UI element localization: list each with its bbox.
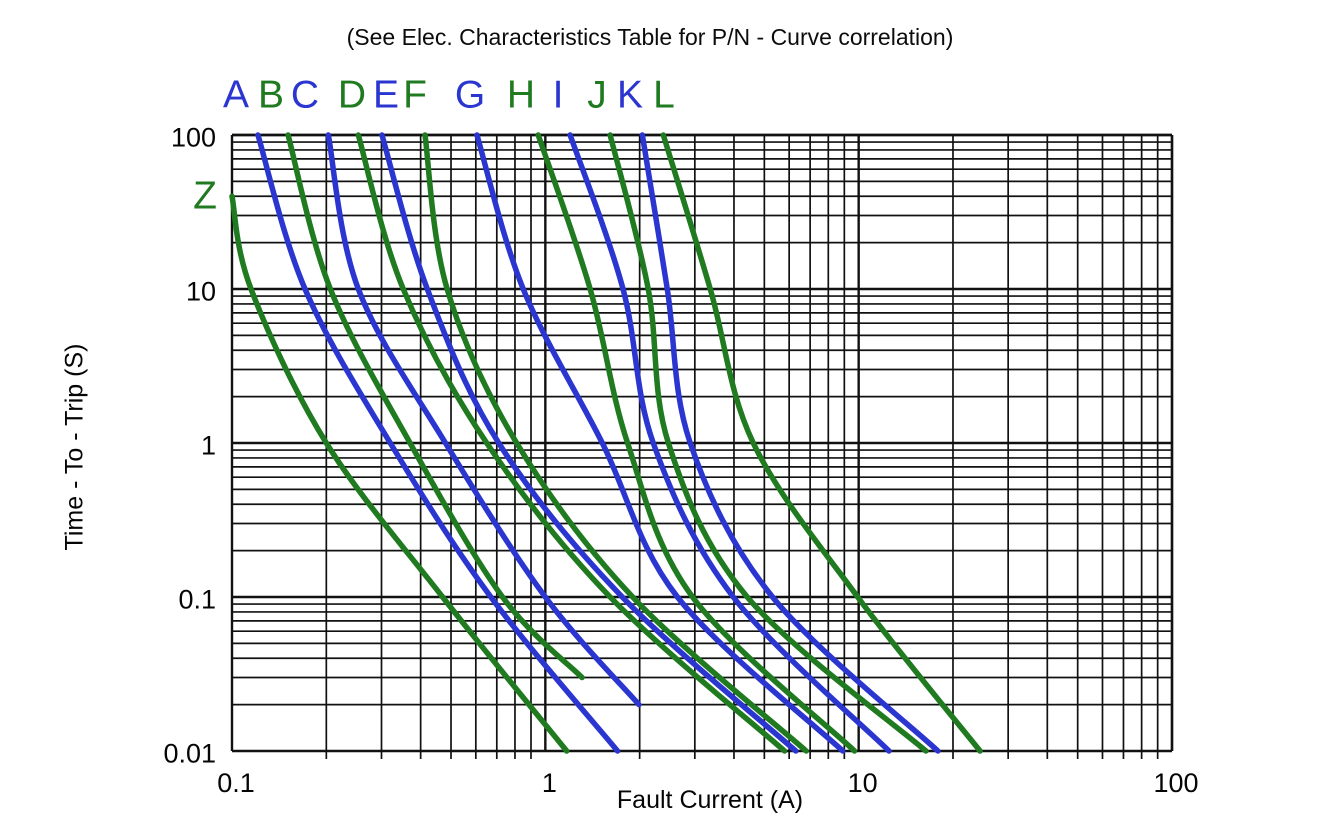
curve-label-F: F: [403, 73, 427, 117]
curve-label-B: B: [257, 73, 285, 117]
curve-label-J: J: [587, 73, 607, 117]
curve-label-G: G: [454, 73, 486, 117]
x-tick-label-0.1: 0.1: [217, 768, 255, 798]
curve-H: [535, 132, 858, 754]
y-tick-label-1: 1: [200, 430, 216, 461]
curve-J: [607, 132, 929, 754]
curve-L: [660, 132, 983, 754]
curve-I: [567, 132, 892, 754]
x-tick-label-100: 100: [1153, 768, 1199, 798]
curve-Z: [229, 193, 570, 754]
curve-B: [285, 132, 585, 681]
curve-label-L: L: [653, 73, 675, 117]
curve-label-Z: Z: [193, 174, 217, 218]
chart-title: (See Elec. Characteristics Table for P/N…: [346, 24, 954, 50]
y-tick-label-10: 10: [185, 276, 216, 307]
curve-G: [474, 132, 846, 754]
curve-K: [639, 132, 941, 754]
curve-F: [422, 132, 809, 754]
curve-E: [379, 132, 799, 754]
curve-A: [255, 132, 621, 754]
y-tick-label-100: 100: [170, 122, 216, 153]
x-tick-label-10: 10: [847, 768, 878, 798]
x-tick-label-1: 1: [541, 768, 557, 798]
y-tick-label-0.01: 0.01: [163, 738, 216, 769]
curve-D: [355, 132, 788, 754]
curve-label-H: H: [506, 73, 536, 117]
x-axis-title: Fault Current (A): [616, 786, 804, 814]
curve-label-I: I: [552, 73, 564, 117]
y-tick-label-0.1: 0.1: [178, 584, 216, 615]
curve-label-K: K: [616, 73, 644, 117]
curve-label-D: D: [337, 73, 367, 117]
curve-label-C: C: [290, 73, 320, 117]
curve-label-A: A: [222, 73, 250, 117]
curve-C: [325, 132, 642, 708]
curve-label-E: E: [372, 73, 400, 117]
y-axis-title: Time - To - Trip (S): [60, 343, 89, 551]
